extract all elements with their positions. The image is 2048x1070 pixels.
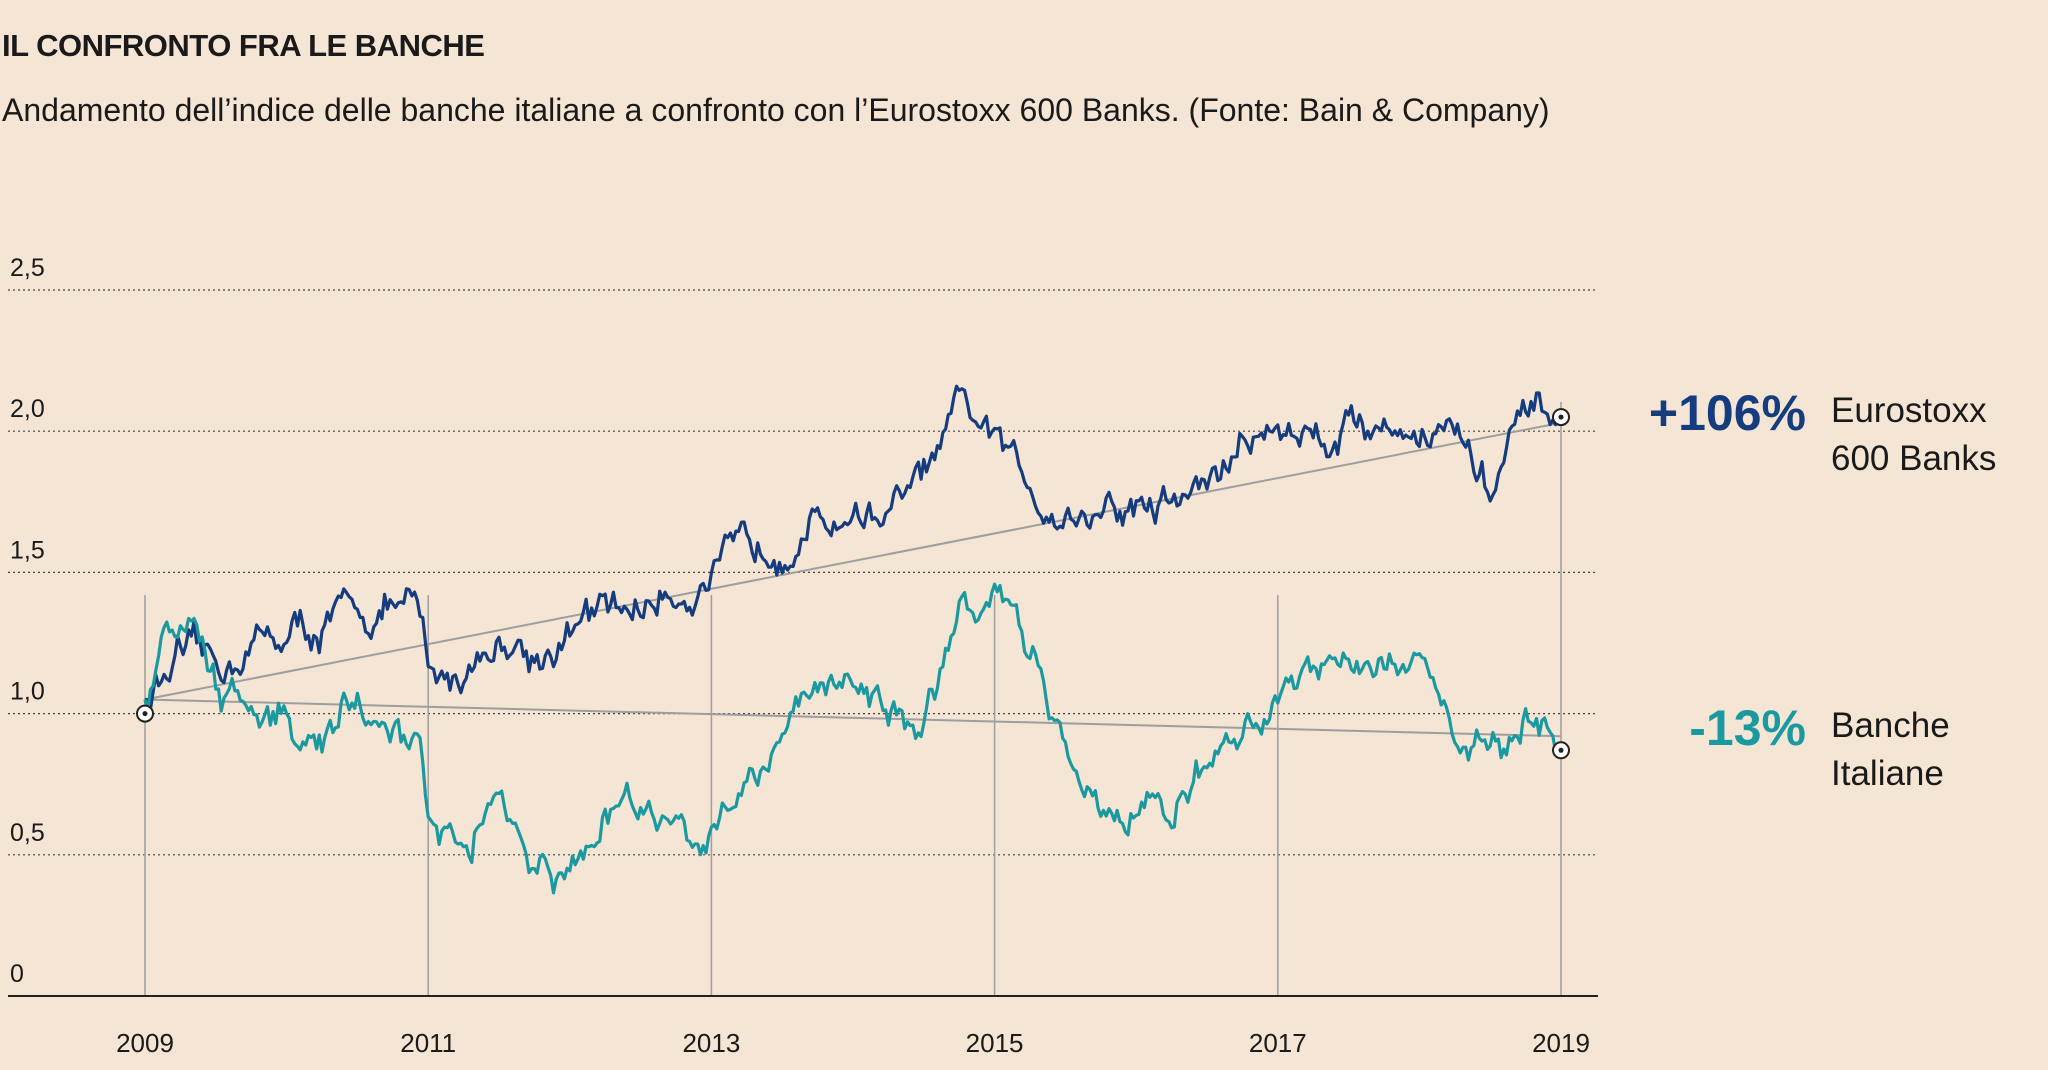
chart-subtitle: Andamento dell’indice delle banche itali…: [2, 92, 1550, 128]
x-tick-label: 2011: [400, 1028, 456, 1058]
endpoint-markers: [136, 408, 1570, 760]
trend-line: [144, 421, 1562, 701]
series-lines: [143, 384, 1563, 895]
year-guide-lines: [144, 402, 1562, 996]
y-tick-label: 0,5: [10, 819, 45, 847]
x-tick-label: 2019: [1532, 1028, 1590, 1058]
x-tick-label: 2009: [116, 1028, 174, 1058]
series-name-label: 600 Banks: [1831, 439, 1996, 478]
series-name-label: Italiane: [1831, 754, 1944, 793]
series-change-label: +106%: [1649, 385, 1806, 441]
series-line-banche-italiane: [143, 582, 1563, 895]
series-name-label: Banche: [1831, 706, 1950, 745]
chart-grid: [8, 289, 1598, 856]
trend-line: [144, 698, 1562, 738]
series-labels: +106% Eurostoxx 600 Banks -13% Banche Italian…: [1649, 385, 1997, 793]
endpoint-marker-dot: [1558, 747, 1564, 753]
x-tick-label: 2015: [966, 1028, 1024, 1058]
trend-lines: [144, 421, 1562, 738]
series-change-label: -13%: [1689, 700, 1806, 756]
endpoint-marker-dot: [142, 711, 148, 717]
series-line-eurostoxx: [144, 384, 1563, 712]
x-tick-label: 2013: [682, 1028, 740, 1058]
y-tick-label: 1,5: [10, 536, 45, 564]
y-tick-label: 0: [10, 960, 24, 988]
chart-title: IL CONFRONTO FRA LE BANCHE: [2, 28, 485, 63]
y-tick-label: 2,5: [10, 254, 45, 282]
y-tick-labels: 0 0,5 1,0 1,5 2,0 2,5: [10, 254, 45, 988]
x-tick-labels: 2009 2011 2013 2015 2017 2019: [116, 1028, 1590, 1058]
endpoint-marker-dot: [1558, 414, 1564, 420]
x-tick-label: 2017: [1249, 1028, 1307, 1058]
y-tick-label: 2,0: [10, 395, 45, 423]
series-name-label: Eurostoxx: [1831, 391, 1987, 430]
y-tick-label: 1,0: [10, 678, 45, 706]
